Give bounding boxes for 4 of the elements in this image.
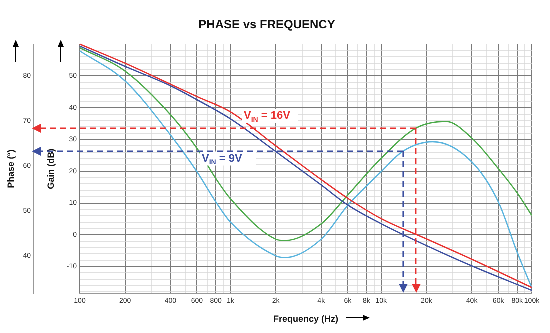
y2-axis-title: Phase (°) bbox=[6, 150, 16, 188]
chart-title: PHASE vs FREQUENCY bbox=[198, 18, 336, 32]
x-axis-title: Frequency (Hz) bbox=[273, 314, 339, 324]
y-axis-title: Gain (dB) bbox=[46, 148, 56, 190]
